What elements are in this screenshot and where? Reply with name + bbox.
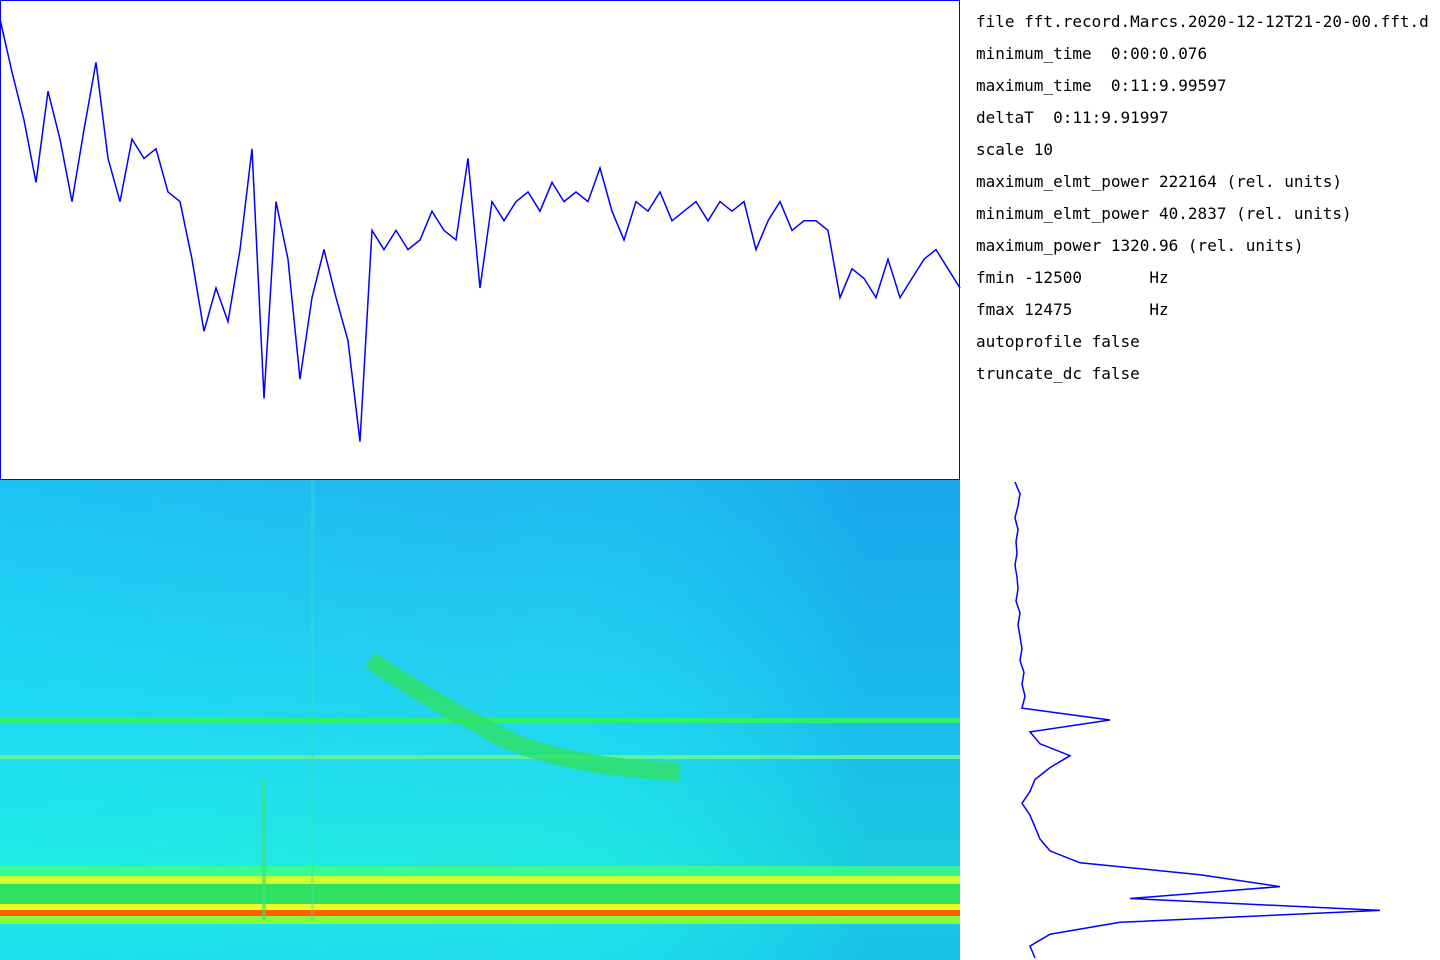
info-line: minimum_elmt_power 40.2837 (rel. units) xyxy=(976,204,1352,223)
top-profile xyxy=(0,19,961,442)
spectrogram xyxy=(0,480,960,960)
info-line: scale 10 xyxy=(976,140,1054,159)
info-line: truncate_dc false xyxy=(976,364,1140,383)
info-line: maximum_elmt_power 222164 (rel. units) xyxy=(976,172,1343,191)
info-line: fmin -12500 Hz xyxy=(976,268,1169,287)
info-line: minimum_time 0:00:0.076 xyxy=(976,44,1208,63)
side-profile xyxy=(1014,481,1381,959)
profile-frame xyxy=(0,0,960,480)
info-panel: file fft.record.Marcs.2020-12-12T21-20-0… xyxy=(976,6,1440,390)
info-line: fmax 12475 Hz xyxy=(976,300,1169,319)
info-line: maximum_power 1320.96 (rel. units) xyxy=(976,236,1304,255)
info-line: autoprofile false xyxy=(976,332,1140,351)
info-line: file fft.record.Marcs.2020-12-12T21-20-0… xyxy=(976,12,1429,31)
info-line: deltaT 0:11:9.91997 xyxy=(976,108,1169,127)
info-line: maximum_time 0:11:9.99597 xyxy=(976,76,1227,95)
